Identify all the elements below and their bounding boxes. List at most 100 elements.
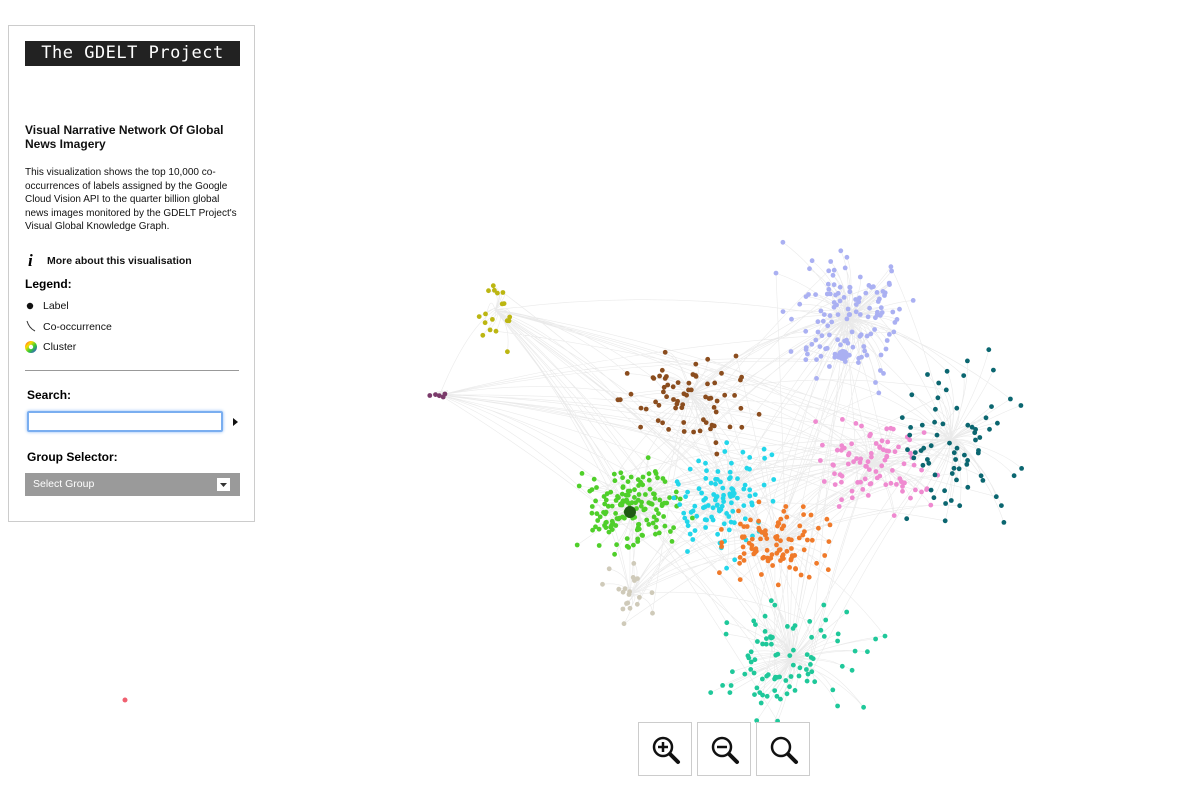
node[interactable] (717, 570, 722, 576)
node[interactable] (779, 526, 785, 532)
node[interactable] (780, 552, 786, 558)
node[interactable] (736, 508, 741, 514)
node[interactable] (604, 491, 610, 497)
node[interactable] (490, 317, 495, 322)
node[interactable] (651, 514, 657, 520)
node[interactable] (620, 475, 625, 481)
node[interactable] (839, 479, 844, 485)
node[interactable] (808, 512, 814, 518)
node[interactable] (879, 438, 885, 444)
node[interactable] (693, 374, 699, 379)
node[interactable] (816, 525, 821, 531)
node[interactable] (833, 292, 838, 298)
node[interactable] (771, 477, 777, 482)
node[interactable] (738, 521, 743, 527)
node[interactable] (825, 281, 831, 287)
node[interactable] (881, 371, 886, 376)
node[interactable] (696, 458, 701, 464)
node[interactable] (775, 582, 781, 588)
node[interactable] (574, 542, 580, 548)
node[interactable] (788, 674, 794, 679)
node[interactable] (932, 419, 937, 425)
node[interactable] (789, 546, 794, 551)
node[interactable] (919, 422, 925, 428)
node[interactable] (735, 495, 740, 501)
node[interactable] (713, 440, 719, 446)
node[interactable] (719, 540, 725, 546)
node[interactable] (612, 551, 617, 557)
more-link[interactable]: More about this visualisation (47, 255, 192, 267)
node[interactable] (824, 345, 830, 351)
node[interactable] (705, 381, 710, 387)
node[interactable] (769, 552, 775, 557)
node[interactable] (883, 482, 889, 488)
node[interactable] (710, 517, 716, 523)
node[interactable] (819, 333, 825, 339)
node[interactable] (787, 653, 793, 658)
node[interactable] (778, 516, 784, 522)
node[interactable] (593, 524, 598, 530)
node[interactable] (653, 531, 658, 537)
node[interactable] (670, 384, 676, 390)
node[interactable] (616, 516, 621, 522)
node[interactable] (894, 317, 900, 322)
node[interactable] (624, 543, 630, 549)
node[interactable] (613, 498, 619, 503)
node[interactable] (724, 440, 730, 446)
node[interactable] (884, 426, 890, 432)
node[interactable] (761, 482, 767, 488)
node[interactable] (761, 446, 767, 452)
node[interactable] (846, 312, 852, 318)
node[interactable] (838, 342, 843, 348)
node[interactable] (606, 529, 612, 535)
node[interactable] (727, 424, 733, 430)
node[interactable] (867, 481, 873, 487)
node[interactable] (685, 489, 690, 495)
node[interactable] (831, 282, 837, 288)
search-arrow[interactable] (231, 417, 241, 427)
node[interactable] (679, 405, 685, 411)
node[interactable] (751, 670, 757, 676)
node[interactable] (774, 675, 780, 680)
search-input[interactable] (27, 411, 223, 432)
node[interactable] (964, 462, 970, 467)
node[interactable] (803, 347, 809, 352)
node[interactable] (908, 425, 913, 430)
node[interactable] (719, 370, 724, 376)
node[interactable] (724, 565, 729, 571)
node[interactable] (957, 503, 963, 509)
zoom-out-button[interactable] (697, 722, 751, 776)
node[interactable] (613, 523, 619, 528)
node[interactable] (759, 572, 764, 577)
node[interactable] (789, 537, 794, 543)
node[interactable] (953, 457, 958, 462)
node[interactable] (618, 501, 623, 507)
node[interactable] (609, 522, 614, 528)
node[interactable] (703, 476, 709, 481)
node[interactable] (611, 471, 617, 477)
node[interactable] (661, 384, 667, 390)
node[interactable] (900, 488, 905, 494)
node[interactable] (839, 447, 844, 453)
node[interactable] (677, 502, 683, 507)
node[interactable] (685, 549, 690, 554)
node[interactable] (493, 328, 499, 334)
node[interactable] (655, 475, 660, 481)
node[interactable] (615, 494, 620, 499)
node[interactable] (741, 551, 747, 556)
node[interactable] (600, 581, 605, 587)
node[interactable] (650, 520, 656, 526)
node[interactable] (621, 621, 627, 627)
node[interactable] (646, 471, 652, 477)
node[interactable] (728, 519, 734, 525)
node[interactable] (657, 497, 663, 503)
node[interactable] (919, 489, 924, 495)
node[interactable] (814, 357, 819, 362)
node[interactable] (913, 487, 918, 493)
node[interactable] (788, 349, 794, 354)
node[interactable] (993, 494, 999, 500)
node[interactable] (735, 476, 740, 482)
node[interactable] (977, 435, 983, 440)
node[interactable] (820, 442, 825, 448)
node[interactable] (673, 489, 679, 495)
